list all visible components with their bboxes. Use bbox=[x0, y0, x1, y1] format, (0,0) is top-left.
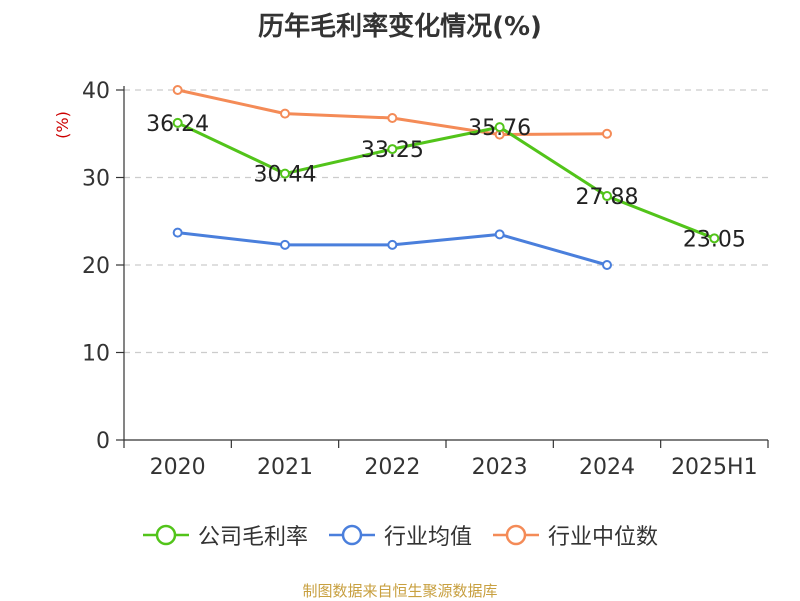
data-point-1 bbox=[387, 239, 398, 250]
legend-marker-industry-avg bbox=[328, 524, 375, 546]
data-point-0 bbox=[602, 191, 612, 202]
series-line-2 bbox=[177, 88, 608, 137]
line-chart: 0 10 20 30 40 (%) 2020 2021 2022 2023 2024 2025H1 3… bbox=[53, 79, 769, 480]
data-label: 30.44 bbox=[254, 163, 317, 188]
data-label: 23.05 bbox=[683, 227, 746, 252]
data-point-2 bbox=[387, 113, 398, 123]
y-tick-label: 0 bbox=[96, 429, 110, 454]
data-point-1 bbox=[172, 227, 183, 238]
source-note: 制图数据来自恒生聚源数据库 bbox=[302, 582, 498, 600]
data-point-2 bbox=[602, 128, 612, 139]
y-axis-label: (%) bbox=[53, 111, 72, 139]
y-tick-label: 20 bbox=[82, 254, 110, 279]
data-point-2 bbox=[172, 85, 183, 95]
x-tick-label: 2024 bbox=[579, 455, 635, 480]
legend-item-company[interactable]: 公司毛利率 bbox=[142, 519, 308, 551]
y-tick-label: 30 bbox=[82, 167, 110, 192]
data-point-1 bbox=[602, 260, 612, 270]
x-tick-label: 2021 bbox=[257, 455, 313, 480]
legend-label-industry-median: 行业中位数 bbox=[548, 525, 659, 550]
data-point-0 bbox=[172, 117, 183, 128]
legend-marker-company bbox=[142, 524, 189, 546]
legend-marker-industry-median bbox=[493, 524, 539, 546]
data-point-0 bbox=[280, 168, 290, 179]
chart-title: 历年毛利率变化情况(%) bbox=[258, 12, 542, 42]
data-point-0 bbox=[709, 233, 720, 244]
legend-label-company: 公司毛利率 bbox=[197, 525, 308, 550]
x-tick-label: 2022 bbox=[364, 455, 420, 480]
data-label: 36.24 bbox=[146, 112, 209, 137]
x-tick-label: 2025H1 bbox=[671, 455, 758, 480]
data-label: 35.76 bbox=[468, 116, 531, 141]
series-line-0 bbox=[177, 121, 715, 240]
legend-item-industry-avg[interactable]: 行业均值 bbox=[328, 519, 472, 551]
legend: 公司毛利率 行业均值 行业中位数 bbox=[0, 519, 800, 551]
x-tick-label: 2020 bbox=[150, 455, 206, 480]
data-point-2 bbox=[280, 108, 290, 119]
data-label: 33.25 bbox=[361, 138, 424, 163]
data-point-0 bbox=[494, 122, 505, 133]
legend-item-industry-median[interactable]: 行业中位数 bbox=[492, 519, 658, 551]
y-tick-label: 10 bbox=[82, 342, 110, 367]
data-label: 27.88 bbox=[576, 185, 639, 210]
data-point-0 bbox=[387, 144, 398, 155]
legend-label-industry-avg: 行业均值 bbox=[383, 525, 472, 550]
data-point-1 bbox=[494, 229, 505, 240]
x-tick-label: 2023 bbox=[472, 455, 528, 480]
y-tick-label: 40 bbox=[82, 79, 110, 104]
data-point-1 bbox=[280, 239, 290, 250]
